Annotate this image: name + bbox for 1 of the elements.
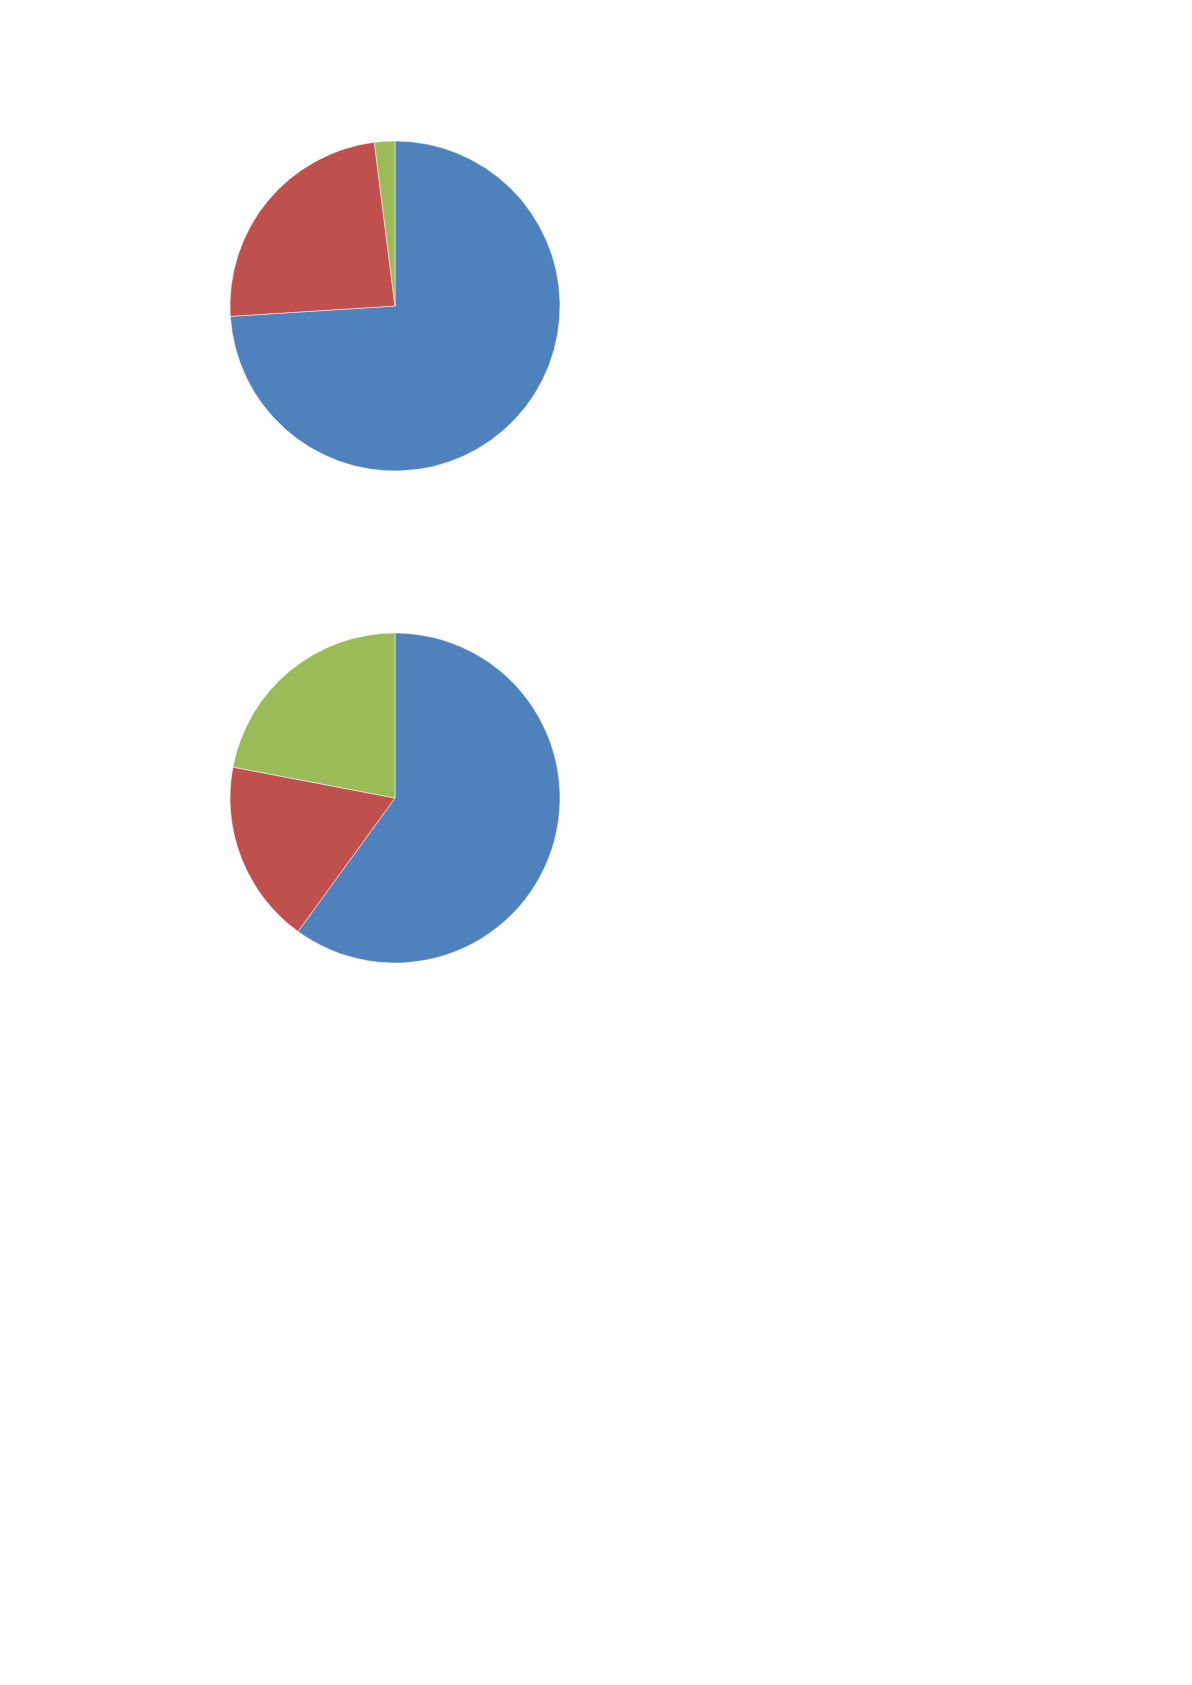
pie-slice	[230, 140, 561, 472]
